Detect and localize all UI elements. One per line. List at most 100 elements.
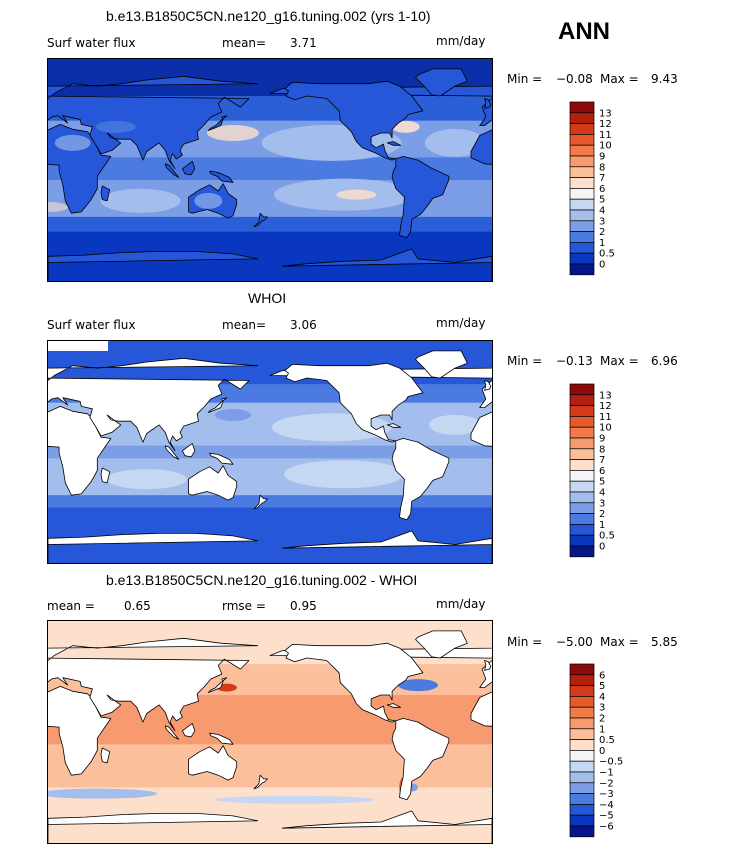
colorbar-swatch [569, 198, 595, 211]
colorbar-swatch [569, 383, 595, 396]
colorbar-swatch [569, 696, 595, 708]
colorbar-tick-label: 12 [599, 401, 612, 412]
colorbar-tick-label: 0.5 [599, 531, 615, 542]
field-band [48, 157, 492, 180]
panel-1-min-value: −0.08 [556, 72, 593, 86]
coastline [470, 129, 492, 165]
coastline [284, 362, 424, 443]
colorbar-tick-label: 2 [599, 509, 605, 520]
coastline [164, 163, 180, 178]
panel-1-map [47, 58, 493, 282]
colorbar-swatch [569, 101, 595, 114]
field-band [48, 445, 492, 459]
colorbar-swatch [569, 804, 595, 816]
coastline [386, 423, 402, 428]
panel-2-colorbar: 13 12 11 10 9 8 7 6 5 4 3 2 1 0.5 0 [568, 382, 628, 558]
coastline [253, 774, 268, 790]
field-anomaly [425, 128, 485, 157]
colorbar-swatch [569, 220, 595, 232]
coastline [48, 686, 112, 776]
panel-2-mean-label: mean= [222, 318, 267, 332]
colorbar-swatch [569, 242, 595, 254]
colorbar-swatch [569, 674, 595, 686]
colorbar-tick-label: 0 [599, 260, 605, 271]
coastline [164, 445, 180, 460]
colorbar-swatch [569, 771, 595, 784]
colorbar-swatch [569, 502, 595, 514]
colorbar-tick-label: 5 [599, 477, 605, 488]
field-anomaly [48, 788, 158, 799]
colorbar-tick-label: −4 [599, 800, 614, 811]
coastline [484, 660, 492, 671]
panel-3-max-value: 5.85 [651, 635, 678, 649]
coastline [281, 248, 492, 281]
field-anomaly [54, 134, 91, 151]
colorbar-swatch [569, 825, 595, 838]
field-anomaly [214, 795, 375, 804]
panel-1-variable-label: Surf water flux [47, 36, 136, 50]
panel-3-map-canvas [48, 621, 492, 843]
colorbar-swatch [569, 459, 595, 471]
colorbar-swatch [569, 760, 595, 773]
coastline [207, 115, 228, 131]
panel-1-mean-value: 3.71 [290, 36, 317, 50]
colorbar-swatch [569, 470, 595, 482]
coastline [470, 411, 492, 447]
field-anomaly [215, 409, 251, 421]
coastline [48, 812, 259, 843]
colorbar-swatch [569, 739, 595, 751]
coastline [470, 691, 492, 727]
panel-3-mean-value: 0.65 [124, 599, 151, 613]
colorbar-swatch [569, 112, 595, 124]
field-anomaly [398, 679, 438, 692]
coastline [284, 642, 424, 723]
colorbar-tick-label: 1 [599, 724, 605, 735]
coastline [386, 141, 402, 146]
field-anomaly [284, 460, 404, 489]
colorbar-tick-label: −1 [599, 768, 614, 779]
coastline [253, 494, 268, 510]
coastline [415, 630, 468, 659]
colorbar-tick-label: 4 [599, 206, 605, 217]
panel-1-map-canvas [48, 59, 492, 281]
coastline [48, 406, 112, 496]
field-anomaly [391, 120, 420, 133]
coastline [207, 397, 228, 413]
colorbar-tick-label: −2 [599, 778, 614, 789]
colorbar-swatch [569, 123, 595, 135]
coastline [181, 443, 196, 458]
colorbar-swatch [569, 437, 595, 450]
panel-3-max-label: Max = [600, 635, 639, 649]
colorbar-swatch [569, 144, 595, 157]
colorbar-tick-label: −0.5 [599, 757, 623, 768]
coastline [281, 530, 492, 563]
field-anomaly [429, 414, 481, 435]
coastline [415, 350, 468, 379]
panel-2-map-canvas [48, 341, 492, 563]
panel-3-min-value: −5.00 [556, 635, 593, 649]
colorbar-tick-label: 11 [599, 130, 612, 141]
panel-2-mean-value: 3.06 [290, 318, 317, 332]
coastline [48, 250, 259, 281]
colorbar-swatch [569, 188, 595, 200]
colorbar-tick-label: 0 [599, 746, 605, 757]
field-anomaly [183, 699, 283, 740]
colorbar-swatch [569, 545, 595, 558]
colorbar-swatch [569, 782, 595, 794]
field-anomaly [100, 188, 181, 213]
colorbar-swatch [569, 685, 595, 697]
coastline [391, 718, 450, 801]
coastline [100, 747, 111, 764]
colorbar-tick-label: 7 [599, 173, 605, 184]
panel-1-max-label: Max = [600, 72, 639, 86]
colorbar-tick-label: 12 [599, 119, 612, 130]
colorbar-swatch [569, 166, 595, 178]
coastline [100, 185, 111, 202]
colorbar-swatch [569, 534, 595, 547]
colorbar-tick-label: −5 [599, 811, 614, 822]
panel-3-rmse-label: rmse = [222, 599, 266, 613]
panel-2-variable-label: Surf water flux [47, 318, 136, 332]
coastline [484, 98, 492, 109]
colorbar-tick-label: 1 [599, 238, 605, 249]
